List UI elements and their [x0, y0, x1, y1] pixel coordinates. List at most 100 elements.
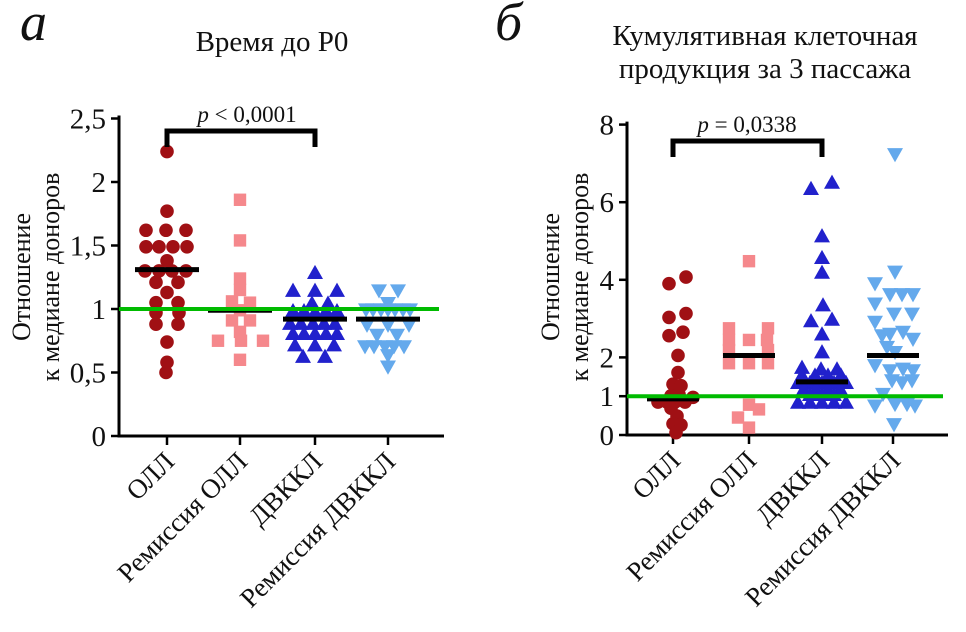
- data-point-circle: [679, 270, 693, 284]
- panel-b-title-line1: Кумулятивная клеточная: [612, 20, 918, 52]
- panel-b-title-line2: продукция за 3 пассажа: [618, 53, 912, 85]
- data-point-triangle-down: [879, 340, 895, 356]
- data-point-triangle-up: [307, 264, 323, 280]
- data-point-circle: [139, 223, 153, 238]
- data-point-triangle-down: [369, 328, 385, 343]
- data-point-square: [233, 283, 247, 297]
- data-point-triangle-down: [867, 399, 883, 414]
- data-point-triangle-up: [307, 304, 323, 319]
- data-point-triangle-down: [380, 349, 396, 364]
- data-point-circle: [159, 223, 173, 238]
- data-point-triangle-down: [396, 340, 412, 355]
- series-triangle-down: [357, 284, 418, 375]
- data-point-circle: [160, 253, 174, 268]
- data-point-triangle-up: [814, 326, 830, 341]
- data-point-triangle-down: [905, 332, 921, 347]
- data-point-triangle-up: [295, 348, 311, 363]
- data-point-triangle-up: [814, 249, 830, 265]
- data-point-triangle-up: [803, 180, 819, 195]
- data-point-circle: [171, 295, 185, 310]
- data-point-square: [722, 333, 736, 347]
- series-triangle-down: [867, 148, 923, 433]
- data-point-square: [742, 398, 756, 411]
- data-point-triangle-up: [329, 282, 345, 297]
- data-point-triangle-up: [802, 394, 818, 409]
- panel-b-ylabel-line1: Отношение: [536, 213, 565, 341]
- series-square: [722, 254, 775, 434]
- data-point-triangle-down: [359, 318, 375, 333]
- data-point-circle: [679, 306, 693, 321]
- data-point-square: [752, 403, 766, 416]
- data-point-triangle-up: [814, 228, 830, 243]
- x-tick-label: ОЛЛ: [626, 445, 686, 505]
- data-point-circle: [149, 317, 163, 332]
- data-point-triangle-up: [814, 264, 830, 279]
- y-tick-label: 6: [600, 187, 615, 219]
- data-point-triangle-down: [867, 359, 883, 374]
- data-point-circle: [160, 355, 174, 370]
- panel-b-p-value: p = 0,0338: [647, 111, 847, 139]
- data-point-circle: [160, 335, 174, 349]
- data-point-triangle-down: [401, 318, 417, 333]
- data-point-circle: [671, 365, 685, 380]
- y-tick-label: 0,5: [70, 358, 106, 390]
- data-point-triangle-up: [326, 337, 342, 352]
- data-point-triangle-down: [905, 364, 921, 379]
- data-point-triangle-up: [305, 315, 321, 330]
- significance-bracket: [164, 128, 318, 147]
- data-point-circle: [171, 317, 185, 332]
- data-point-square: [760, 333, 774, 347]
- data-point-triangle-up: [307, 325, 323, 340]
- panel-a-letter: а: [20, 0, 47, 52]
- data-point-square: [233, 234, 247, 247]
- data-point-triangle-up: [794, 359, 810, 374]
- data-point-triangle-down: [867, 315, 883, 330]
- data-point-triangle-up: [824, 311, 840, 326]
- data-point-square: [761, 322, 775, 335]
- data-point-triangle-down: [907, 399, 923, 414]
- data-point-circle: [149, 295, 163, 310]
- data-point-circle: [171, 275, 185, 290]
- panel-a-ylabel-line2: к медиане доноров: [36, 172, 65, 382]
- data-point-triangle-up: [307, 282, 323, 297]
- data-point-triangle-up: [814, 344, 830, 359]
- data-point-triangle-up: [282, 315, 298, 330]
- data-point-square: [742, 421, 756, 434]
- data-point-circle: [662, 310, 676, 325]
- data-point-square: [742, 333, 756, 347]
- y-tick-label: 8: [600, 110, 615, 142]
- data-point-square: [225, 314, 239, 327]
- y-tick-label: 2: [92, 167, 107, 199]
- data-point-circle: [662, 276, 676, 291]
- series-triangle-up: [282, 264, 345, 363]
- data-point-circle: [149, 275, 163, 290]
- series-circle: [651, 270, 700, 440]
- data-point-triangle-up: [327, 315, 343, 330]
- data-point-circle: [662, 328, 676, 343]
- panel-a-title-line1: Время до P0: [195, 26, 349, 58]
- data-point-triangle-down: [380, 318, 396, 333]
- data-point-circle: [160, 144, 174, 159]
- data-point-triangle-down: [886, 418, 902, 433]
- data-point-circle: [160, 285, 174, 300]
- y-tick-label: 0: [92, 421, 107, 453]
- data-point-circle: [180, 239, 194, 254]
- data-point-circle: [671, 348, 685, 363]
- panel-a-p-text: < 0,0001: [208, 102, 297, 127]
- panel-b-p-text: = 0,0338: [708, 112, 797, 137]
- data-point-triangle-up: [329, 325, 345, 340]
- data-point-triangle-down: [867, 297, 883, 312]
- data-point-triangle-down: [887, 397, 903, 413]
- data-point-triangle-down: [887, 148, 903, 163]
- panel-a-p-italic: p: [197, 102, 209, 127]
- data-point-square: [742, 357, 756, 370]
- panel-b-ylabel-line2: к медиане доноров: [565, 172, 594, 382]
- data-point-triangle-up: [285, 282, 301, 297]
- data-point-triangle-up: [285, 325, 301, 340]
- series-circle: [138, 144, 194, 380]
- data-point-triangle-up: [826, 394, 842, 409]
- panel-a-title: Время до P0: [122, 26, 422, 59]
